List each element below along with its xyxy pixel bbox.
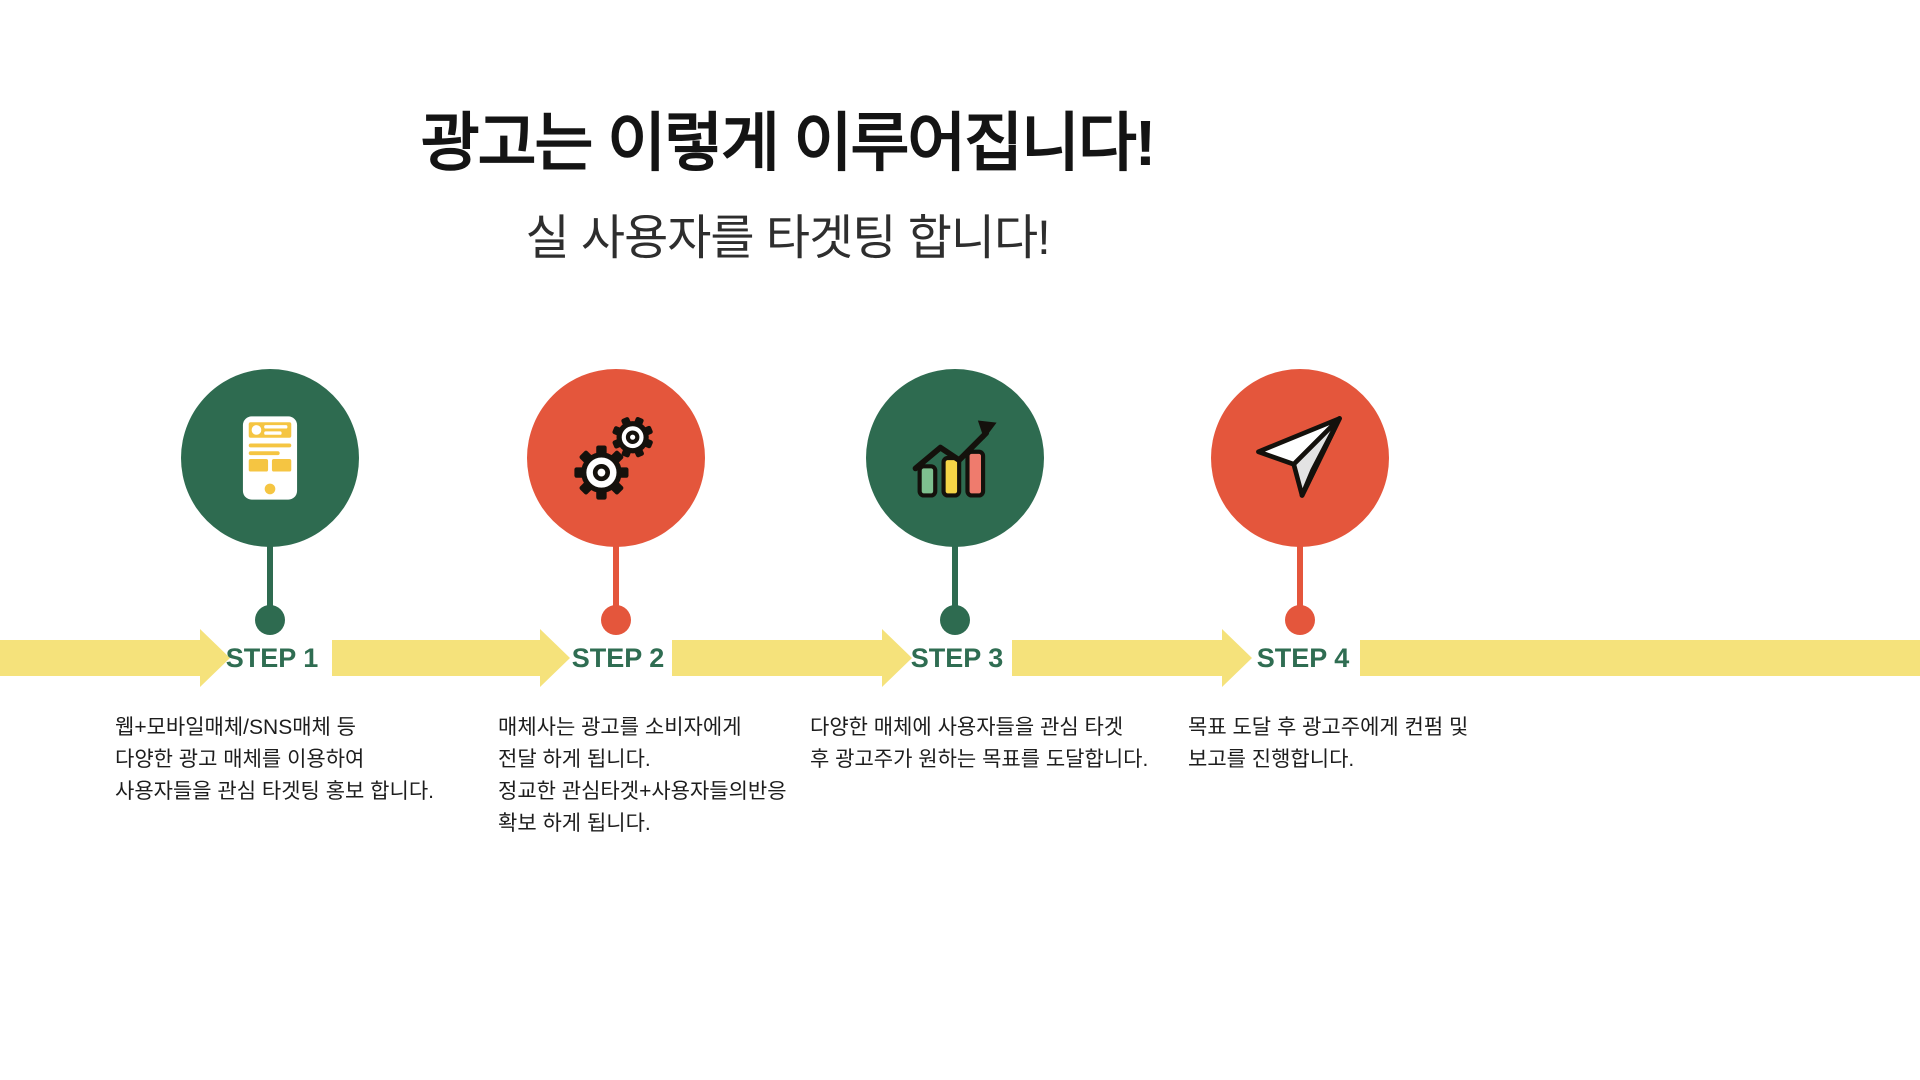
step-3-connector [952, 543, 958, 607]
step-3-label: STEP 3 [910, 643, 1004, 673]
step-1-circle [181, 369, 359, 547]
step-3-circle [866, 369, 1044, 547]
smartphone-icon [242, 416, 298, 500]
page-subtitle: 실 사용자를 타겟팅 합니다! [525, 212, 1050, 265]
page-title: 광고는 이렇게 이루어집니다! [420, 107, 1156, 179]
header: 광고는 이렇게 이루어집니다! 실 사용자를 타겟팅 합니다! [0, 92, 1575, 268]
step-3-description: 다양한 매체에 사용자들을 관심 타겟 후 광고주가 원하는 목표를 도달합니다… [810, 716, 1149, 771]
step-1-group [181, 369, 359, 649]
step-4-circle [1211, 369, 1389, 547]
step-1-connector [267, 543, 273, 607]
timeline-arrow-4 [1012, 629, 1252, 687]
step-1-timeline-dot [255, 605, 285, 635]
paper-plane-icon [1256, 416, 1342, 498]
timeline-arrow-5 [1360, 640, 1920, 676]
step-2-circle [527, 369, 705, 547]
step-4-timeline-dot [1285, 605, 1315, 635]
step-2-group [527, 369, 705, 649]
step-4-group [1211, 369, 1389, 649]
step-2-description: 매체사는 광고를 소비자에게 전달 하게 됩니다. 정교한 관심타겟+사용자들의… [498, 716, 787, 835]
step-4-label: STEP 4 [1256, 643, 1350, 673]
step-2-connector [613, 543, 619, 607]
step-2-timeline-dot [601, 605, 631, 635]
step-3-timeline-dot [940, 605, 970, 635]
step-3-group [866, 369, 1044, 649]
timeline-arrow-1 [0, 629, 230, 687]
step-2-label: STEP 2 [571, 643, 665, 673]
bar-chart-icon [912, 420, 997, 498]
step-4-description: 목표 도달 후 광고주에게 컨펌 및 보고를 진행합니다. [1188, 716, 1469, 771]
timeline-arrow-3 [672, 629, 912, 687]
step-4-connector [1297, 543, 1303, 607]
step-1-label: STEP 1 [225, 643, 319, 673]
step-1-description: 웹+모바일매체/SNS매체 등 다양한 광고 매체를 이용하여 사용자들을 관심… [115, 716, 434, 803]
gears-icon [574, 416, 653, 500]
timeline-arrow-2 [332, 629, 570, 687]
